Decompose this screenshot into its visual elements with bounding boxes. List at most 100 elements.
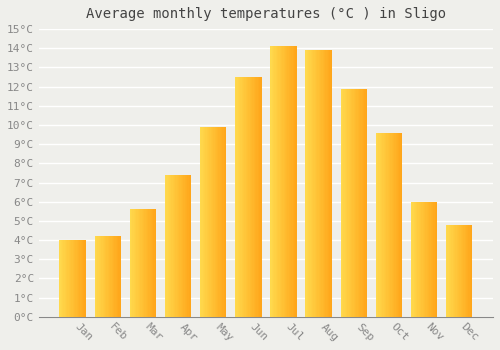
Bar [152,209,154,317]
Bar [460,225,462,317]
Bar [214,127,216,317]
Bar [329,50,330,317]
Bar [350,89,351,317]
Bar [358,89,359,317]
Bar [68,240,70,317]
Bar [450,225,452,317]
Bar [212,127,213,317]
Bar [131,209,132,317]
Bar [276,46,277,317]
Bar [416,202,418,317]
Bar [165,175,166,317]
Bar [434,202,436,317]
Bar [250,77,251,317]
Bar [80,240,82,317]
Bar [415,202,416,317]
Bar [182,175,184,317]
Bar [240,77,242,317]
Bar [393,133,394,317]
Bar [139,209,140,317]
Bar [239,77,240,317]
Bar [348,89,350,317]
Bar [278,46,280,317]
Bar [258,77,259,317]
Bar [222,127,224,317]
Bar [144,209,146,317]
Bar [136,209,138,317]
Bar [220,127,221,317]
Bar [247,77,248,317]
Bar [70,240,71,317]
Bar [109,236,110,317]
Bar [176,175,178,317]
Bar [389,133,390,317]
Bar [306,50,307,317]
Bar [422,202,423,317]
Bar [418,202,419,317]
Bar [225,127,226,317]
Bar [242,77,243,317]
Bar [324,50,325,317]
Bar [346,89,347,317]
Bar [412,202,414,317]
Bar [363,89,364,317]
Bar [221,127,222,317]
Bar [216,127,217,317]
Bar [174,175,176,317]
Bar [213,127,214,317]
Bar [236,77,238,317]
Bar [284,46,285,317]
Bar [342,89,343,317]
Bar [105,236,106,317]
Bar [414,202,415,317]
Bar [206,127,208,317]
Bar [210,127,212,317]
Bar [356,89,358,317]
Bar [116,236,117,317]
Bar [60,240,61,317]
Bar [83,240,84,317]
Bar [397,133,398,317]
Bar [76,240,78,317]
Bar [366,89,367,317]
Bar [172,175,173,317]
Bar [255,77,256,317]
Title: Average monthly temperatures (°C ) in Sligo: Average monthly temperatures (°C ) in Sl… [86,7,446,21]
Bar [288,46,289,317]
Bar [110,236,112,317]
Bar [169,175,170,317]
Bar [270,46,272,317]
Bar [64,240,66,317]
Bar [396,133,397,317]
Bar [274,46,276,317]
Bar [272,46,273,317]
Bar [377,133,378,317]
Bar [248,77,250,317]
Bar [364,89,366,317]
Bar [322,50,324,317]
Bar [376,133,377,317]
Bar [273,46,274,317]
Bar [66,240,68,317]
Bar [467,225,468,317]
Bar [381,133,382,317]
Bar [385,133,386,317]
Bar [423,202,424,317]
Bar [318,50,320,317]
Bar [411,202,412,317]
Bar [326,50,328,317]
Bar [218,127,220,317]
Bar [173,175,174,317]
Bar [280,46,281,317]
Bar [360,89,362,317]
Bar [98,236,100,317]
Bar [238,77,239,317]
Bar [114,236,116,317]
Bar [224,127,225,317]
Bar [466,225,467,317]
Bar [419,202,420,317]
Bar [470,225,471,317]
Bar [281,46,282,317]
Bar [436,202,438,317]
Bar [243,77,244,317]
